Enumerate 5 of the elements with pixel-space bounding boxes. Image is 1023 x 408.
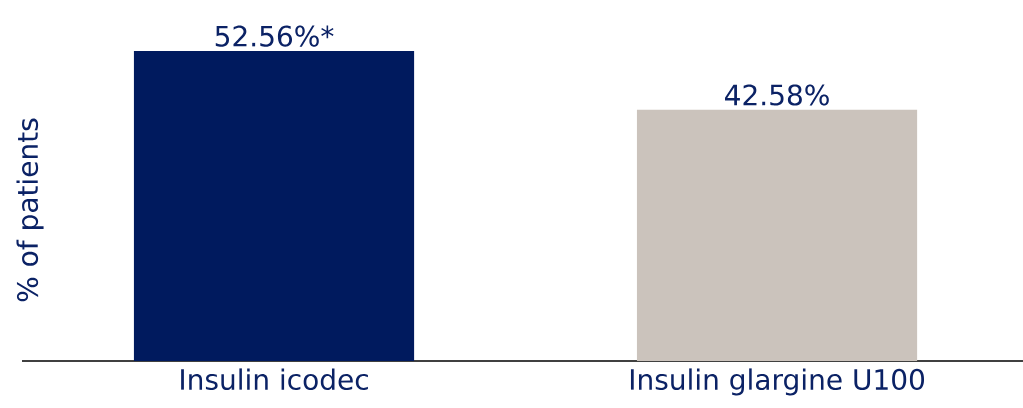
y-axis-title: % of patients (16, 118, 44, 302)
x-tick-label: Insulin icodec (181, 368, 368, 391)
data-label: 52.56%* (215, 25, 334, 47)
data-label: 42.58% (725, 84, 829, 106)
x-tick-label: Insulin glargine U100 (630, 368, 925, 396)
